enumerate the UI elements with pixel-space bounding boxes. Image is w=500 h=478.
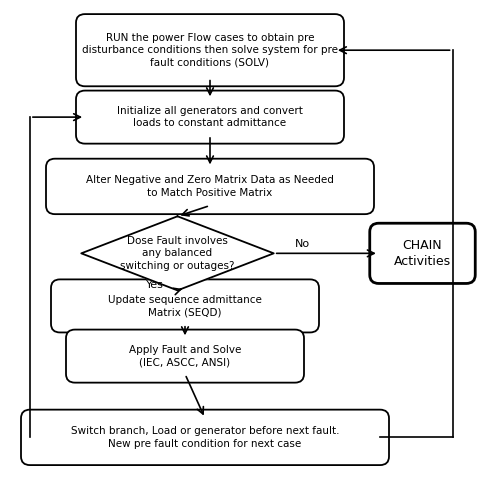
Text: Update sequence admittance
Matrix (SEQD): Update sequence admittance Matrix (SEQD) [108, 295, 262, 317]
FancyBboxPatch shape [370, 223, 475, 283]
Polygon shape [81, 217, 274, 291]
Text: RUN the power Flow cases to obtain pre
disturbance conditions then solve system : RUN the power Flow cases to obtain pre d… [82, 33, 338, 67]
Text: No: No [295, 239, 310, 249]
Text: Alter Negative and Zero Matrix Data as Needed
to Match Positive Matrix: Alter Negative and Zero Matrix Data as N… [86, 175, 334, 197]
FancyBboxPatch shape [76, 14, 344, 87]
Text: Switch branch, Load or generator before next fault.
New pre fault condition for : Switch branch, Load or generator before … [71, 426, 339, 448]
Text: Apply Fault and Solve
(IEC, ASCC, ANSI): Apply Fault and Solve (IEC, ASCC, ANSI) [129, 345, 241, 367]
FancyBboxPatch shape [66, 330, 304, 382]
Text: CHAIN
Activities: CHAIN Activities [394, 239, 451, 268]
FancyBboxPatch shape [76, 91, 344, 144]
Text: Yes: Yes [146, 281, 164, 290]
FancyBboxPatch shape [51, 279, 319, 333]
Text: Dose Fault involves
any balanced
switching or outages?: Dose Fault involves any balanced switchi… [120, 236, 235, 271]
FancyBboxPatch shape [46, 159, 374, 214]
FancyBboxPatch shape [21, 410, 389, 465]
Text: Initialize all generators and convert
loads to constant admittance: Initialize all generators and convert lo… [117, 106, 303, 128]
